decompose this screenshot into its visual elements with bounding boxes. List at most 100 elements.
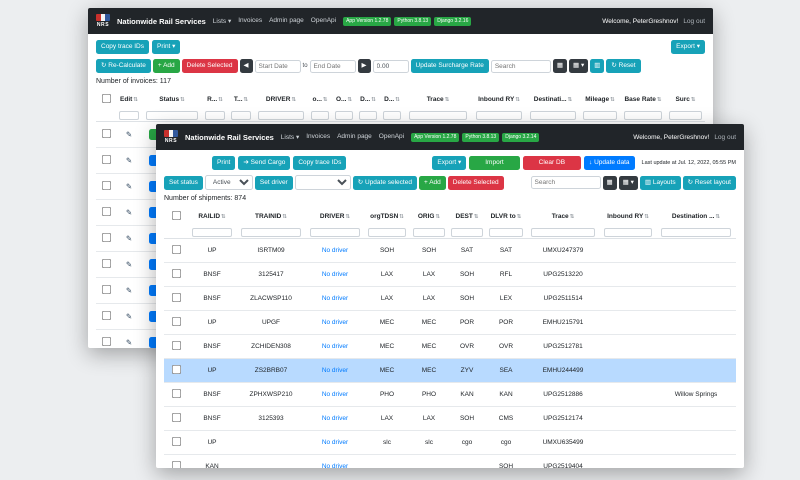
column-header[interactable]: DLVR to⇅ xyxy=(486,206,526,227)
table-row[interactable]: UP No driver slc slc cgo cgo UMXU635499 xyxy=(164,430,736,456)
column-header[interactable]: Trace⇅ xyxy=(404,89,472,110)
row-checkbox[interactable] xyxy=(171,461,181,468)
table-row[interactable]: BNSF ZPHXWSP210 No driver PHO PHO KAN KAN UPG25… xyxy=(164,382,736,408)
sort-icon[interactable]: ⇅ xyxy=(473,214,479,221)
update-selected-button[interactable]: ↻ Update selected xyxy=(352,175,417,190)
table-row[interactable]: BNSF 3125393 No driver LAX LAX SOH CMS UPG25121… xyxy=(164,406,736,432)
table-row[interactable]: BNSF 3125417 No driver LAX LAX SOH RFL UPG25132… xyxy=(164,262,736,288)
nrs-logo[interactable]: NRS xyxy=(96,14,110,28)
column-filter-input[interactable] xyxy=(204,111,226,121)
search-input[interactable] xyxy=(530,176,601,190)
column-header[interactable]: Base Rate⇅ xyxy=(620,89,666,110)
sort-icon[interactable]: ⇅ xyxy=(715,214,721,221)
clear-db-button[interactable]: Clear DB xyxy=(522,156,582,171)
table-row[interactable]: BNSF ZLACWSP110 No driver LAX LAX SOH LEX UPG25… xyxy=(164,286,736,312)
nav-item[interactable]: Invoices xyxy=(306,133,331,140)
sort-icon[interactable]: ⇅ xyxy=(322,97,328,104)
driver-link[interactable]: No driver xyxy=(306,310,364,336)
sort-icon[interactable]: ⇅ xyxy=(243,97,249,104)
grid-menu-button[interactable]: ▦ ▾ xyxy=(618,175,638,190)
sort-icon[interactable]: ⇅ xyxy=(291,97,297,104)
reset-button[interactable]: ↻ Reset xyxy=(606,59,641,74)
table-row[interactable]: UP ZS2BRB07 No driver MEC MEC ZYV SEA EMHU24449… xyxy=(164,358,736,384)
nav-item[interactable]: Lists ▾ xyxy=(212,18,232,25)
set-status-button[interactable]: Set status xyxy=(164,175,203,190)
column-header[interactable]: Destinati...⇅ xyxy=(526,89,580,110)
row-checkbox[interactable] xyxy=(101,311,111,321)
sort-icon[interactable]: ⇅ xyxy=(690,97,696,104)
logout-link[interactable]: Log out xyxy=(683,17,705,25)
driver-link[interactable]: No driver xyxy=(306,286,364,312)
driver-link[interactable]: No driver xyxy=(306,238,364,264)
status-select[interactable]: Active xyxy=(204,175,253,191)
driver-link[interactable]: No driver xyxy=(306,358,364,384)
column-filter-input[interactable] xyxy=(530,228,596,238)
copy-trace-ids-button[interactable]: Copy trace IDs xyxy=(96,40,149,55)
column-filter-input[interactable] xyxy=(476,111,522,121)
sort-icon[interactable]: ⇅ xyxy=(399,214,404,221)
nav-item[interactable]: OpenApi xyxy=(310,17,337,24)
column-header[interactable]: R...⇅ xyxy=(202,89,228,110)
grid-view-button[interactable]: ▦ xyxy=(552,59,567,74)
row-checkbox[interactable] xyxy=(171,293,181,303)
column-filter-input[interactable] xyxy=(258,111,304,121)
add-button[interactable]: + Add xyxy=(152,59,180,74)
sort-icon[interactable]: ⇅ xyxy=(610,97,615,104)
grid-view-button[interactable]: ▦ xyxy=(602,175,617,190)
table-row[interactable]: KAN No driver SOH UPG2519404 xyxy=(164,454,736,468)
column-header[interactable]: Destination ...⇅ xyxy=(656,206,736,227)
nav-item[interactable]: Lists ▾ xyxy=(280,134,300,141)
column-header[interactable]: o...⇅ xyxy=(308,89,332,110)
export-button[interactable]: Export ▾ xyxy=(432,156,467,171)
add-button[interactable]: + Add xyxy=(418,175,446,190)
column-filter-input[interactable] xyxy=(310,111,330,121)
column-filter-input[interactable] xyxy=(604,228,652,238)
column-filter-input[interactable] xyxy=(334,111,354,121)
nav-item[interactable]: OpenApi xyxy=(378,133,405,140)
column-filter-input[interactable] xyxy=(240,228,302,238)
copy-trace-ids-button[interactable]: Copy trace IDs xyxy=(293,156,347,171)
column-filter-input[interactable] xyxy=(413,228,445,238)
column-header[interactable]: orgTDSN⇅ xyxy=(364,206,410,227)
driver-link[interactable]: No driver xyxy=(306,382,364,408)
edit-icon[interactable]: ✎ xyxy=(125,182,133,192)
nav-item[interactable]: Admin page xyxy=(269,17,304,24)
column-filter-input[interactable] xyxy=(623,111,663,121)
surcharge-rate-input[interactable] xyxy=(372,59,409,73)
sort-icon[interactable]: ⇅ xyxy=(516,214,522,221)
nav-item[interactable]: Admin page xyxy=(337,133,372,140)
recalculate-button[interactable]: ↻ Re-Calculate xyxy=(96,59,151,74)
column-filter-input[interactable] xyxy=(661,228,731,238)
column-filter-input[interactable] xyxy=(408,111,468,121)
column-filter-input[interactable] xyxy=(669,111,702,121)
column-header[interactable]: Surc⇅ xyxy=(666,89,705,110)
edit-icon[interactable]: ✎ xyxy=(125,260,133,270)
sort-icon[interactable]: ⇅ xyxy=(218,97,223,104)
column-header[interactable]: Inbound RY⇅ xyxy=(472,89,526,110)
column-header[interactable]: Inbound RY⇅ xyxy=(600,206,656,227)
nav-item[interactable]: Invoices xyxy=(238,17,263,24)
column-header[interactable]: Status⇅ xyxy=(142,89,202,110)
sort-icon[interactable]: ⇅ xyxy=(221,214,226,221)
column-filter-input[interactable] xyxy=(191,228,233,238)
table-row[interactable]: UP ISRTM09 No driver SOH SOH SAT SAT UMXU247379 xyxy=(164,238,736,264)
update-surcharge-button[interactable]: Update Surcharge Rate xyxy=(410,59,489,74)
column-filter-input[interactable] xyxy=(118,111,140,121)
reset-layout-button[interactable]: ↻ Reset layout xyxy=(682,175,736,190)
delete-selected-button[interactable]: Delete Selected xyxy=(447,175,504,190)
update-data-button[interactable]: ↓ Update data xyxy=(584,156,635,171)
column-filter-input[interactable] xyxy=(367,228,407,238)
column-filter-input[interactable] xyxy=(146,111,198,121)
column-header[interactable]: T...⇅ xyxy=(228,89,254,110)
columns-button[interactable]: ▥ xyxy=(590,59,605,74)
sort-icon[interactable]: ⇅ xyxy=(656,97,662,104)
row-checkbox[interactable] xyxy=(171,389,181,399)
column-filter-input[interactable] xyxy=(358,111,378,121)
driver-link[interactable]: No driver xyxy=(306,262,364,288)
export-button[interactable]: Export ▾ xyxy=(671,40,705,55)
sort-icon[interactable]: ⇅ xyxy=(435,214,441,221)
row-checkbox[interactable] xyxy=(171,341,181,351)
search-input[interactable] xyxy=(490,59,551,73)
row-checkbox[interactable] xyxy=(171,269,181,279)
edit-icon[interactable]: ✎ xyxy=(125,130,133,140)
